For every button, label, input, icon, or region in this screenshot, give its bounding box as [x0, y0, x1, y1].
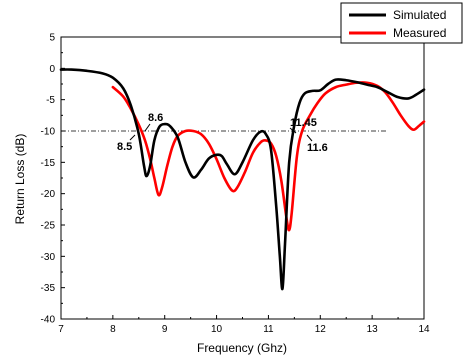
annotation-arrow — [129, 134, 136, 141]
x-tick-label: 11 — [263, 324, 274, 335]
x-tick-label: 8 — [110, 324, 116, 335]
legend-label-measured: Measured — [393, 26, 446, 40]
x-tick-label: 12 — [315, 324, 327, 335]
x-tick-label: 7 — [58, 324, 64, 335]
x-tick-label: 14 — [418, 324, 430, 335]
annotation-arrow — [306, 134, 313, 142]
y-axis-label: Return Loss (dB) — [13, 134, 27, 225]
y-tick-label: 5 — [49, 33, 55, 44]
y-tick-label: -20 — [41, 189, 56, 200]
y-tick-label: 0 — [49, 64, 55, 75]
annotation-label: 8.6 — [148, 112, 163, 124]
y-tick-label: -40 — [41, 315, 56, 326]
axis-ticks: 7 8 9 10 11 12 13 14 5 0 -5 -10 -15 -20 -25 -30 -35 -40 — [41, 33, 430, 336]
legend: Simulated Measured — [340, 2, 463, 44]
legend-label-simulated: Simulated — [393, 8, 446, 22]
y-tick-label: -30 — [41, 252, 56, 263]
series-group — [59, 68, 426, 291]
y-tick-label: -10 — [41, 127, 56, 138]
annotation-label: 8.5 — [117, 141, 132, 153]
x-tick-label: 13 — [367, 324, 379, 335]
x-axis-label: Frequency (Ghz) — [197, 341, 287, 355]
annotation-label: 11.6 — [307, 142, 328, 154]
y-tick-label: -5 — [46, 95, 55, 106]
series-line-measured — [111, 81, 426, 232]
x-tick-label: 10 — [211, 324, 223, 335]
x-tick-label: 9 — [162, 324, 168, 335]
annotations: 8.6 8.5 11.45 11.6 — [117, 112, 328, 154]
annotation-label: 11.45 — [290, 117, 317, 129]
legend-box — [340, 2, 463, 44]
y-tick-label: -15 — [41, 158, 56, 169]
y-tick-label: -35 — [41, 283, 56, 294]
annotation-arrow — [144, 123, 151, 132]
y-tick-label: -25 — [41, 221, 56, 232]
series-line-simulated — [59, 68, 426, 291]
annotation-arrow — [289, 127, 297, 134]
